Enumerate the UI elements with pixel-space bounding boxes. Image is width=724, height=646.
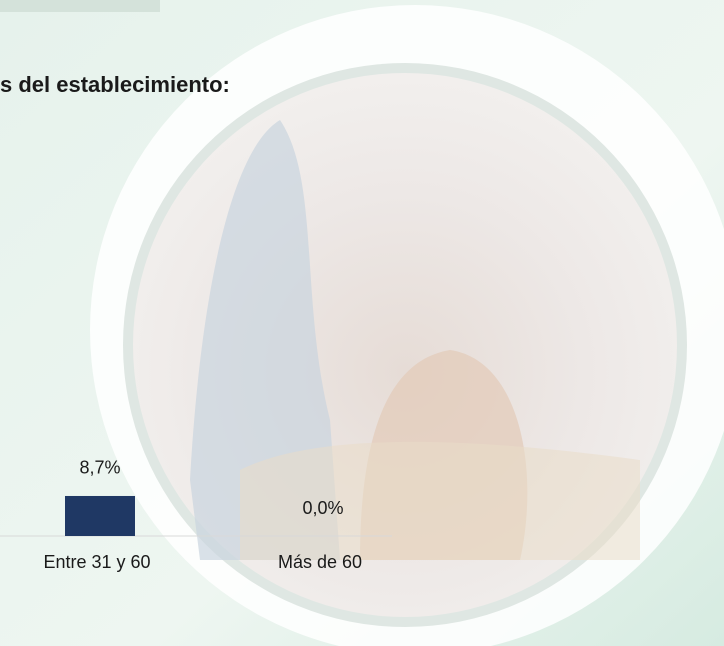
chart-title: s del establecimiento: — [0, 72, 230, 97]
value-label: 8,7% — [79, 458, 120, 478]
page: s del establecimiento: 8,7% Entre 31 y 60… — [0, 0, 724, 646]
photo-float — [240, 442, 640, 560]
x-tick-label: Más de 60 — [278, 552, 362, 572]
x-tick-label: Entre 31 y 60 — [43, 552, 150, 572]
top-strip — [0, 0, 160, 12]
value-label: 0,0% — [302, 498, 343, 518]
slide: s del establecimiento: 8,7% Entre 31 y 60… — [0, 0, 724, 646]
bar — [65, 496, 135, 536]
